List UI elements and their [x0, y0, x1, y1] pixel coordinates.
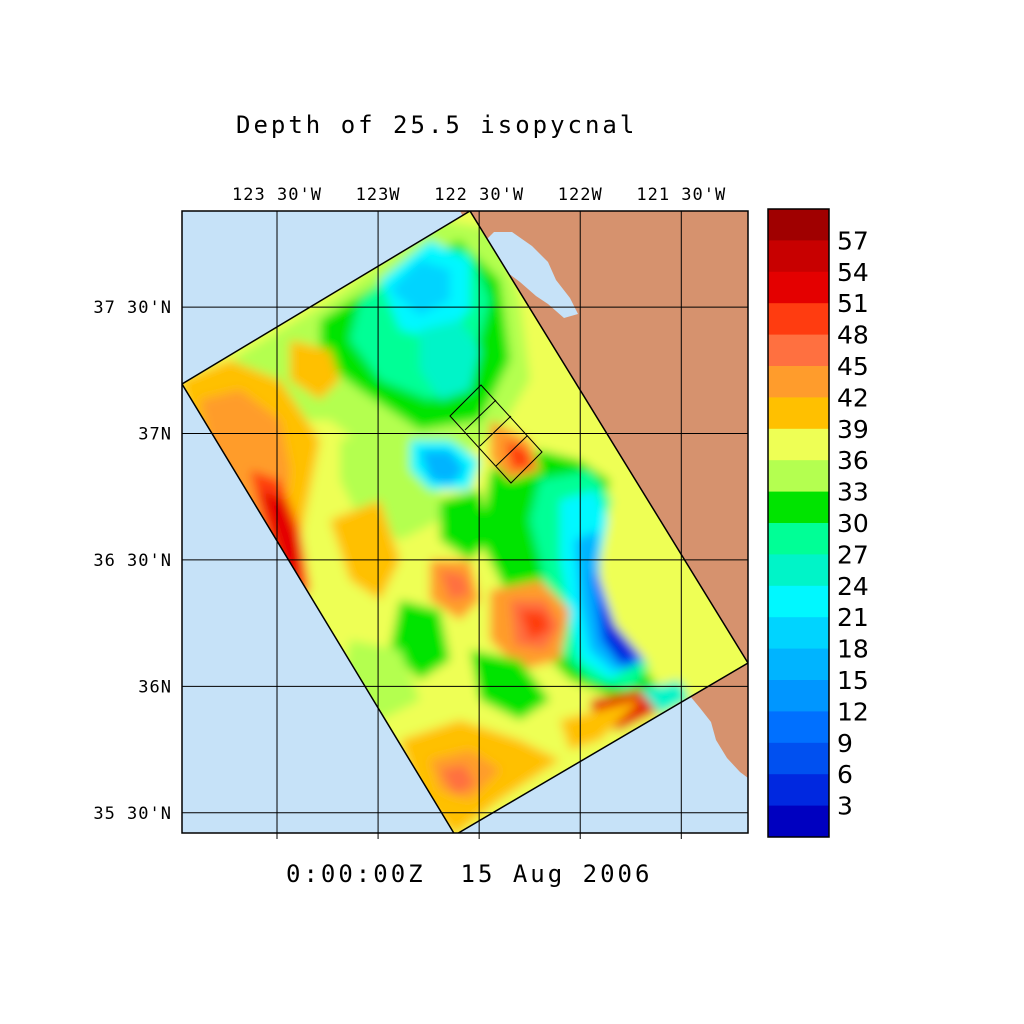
inner-domain-divider — [495, 435, 528, 467]
colorbar-label: 30 — [837, 509, 869, 538]
colorbar-swatch — [768, 554, 829, 587]
colorbar-swatch — [768, 271, 829, 304]
colorbar-label: 24 — [837, 572, 869, 601]
lat-tick-label: 37 30'N — [93, 298, 172, 318]
colorbar-label: 54 — [837, 258, 869, 287]
colorbar-label: 57 — [837, 226, 869, 255]
colorbar-label: 48 — [837, 321, 869, 350]
lat-tick-label: 35 30'N — [93, 804, 172, 824]
colorbar-swatch — [768, 366, 829, 398]
colorbar-swatch — [768, 774, 829, 807]
colorbar-swatch — [768, 680, 829, 712]
colorbar-label: 9 — [837, 729, 853, 758]
colorbar-swatch — [768, 742, 829, 775]
colorbar-label: 36 — [837, 446, 869, 475]
bay-water — [478, 232, 578, 318]
lon-tick-label: 122 30'W — [434, 185, 524, 205]
colorbar-label: 51 — [837, 289, 869, 318]
colorbar-swatch — [768, 523, 829, 555]
inner-domain-divider — [479, 415, 512, 447]
colorbar-swatch — [768, 209, 829, 241]
colorbar-border — [767, 208, 830, 838]
map-frame — [182, 211, 748, 833]
colorbar-label: 39 — [837, 415, 869, 444]
colorbar-swatch — [768, 397, 829, 430]
inner-domain-divider — [464, 399, 497, 431]
colorbar-label: 27 — [837, 540, 869, 569]
colorbar-swatch — [768, 585, 829, 618]
colorbar-swatch — [768, 491, 829, 524]
lon-tick-label: 122W — [558, 185, 603, 205]
colorbar-label: 18 — [837, 635, 869, 664]
inner-domain-outline — [449, 384, 543, 484]
colorbar-label: 3 — [837, 792, 853, 821]
colorbar-label: 21 — [837, 603, 869, 632]
lon-tick-label: 121 30'W — [636, 185, 726, 205]
colorbar-swatch — [768, 617, 829, 650]
time-stamp: 0:00:00Z 15 Aug 2006 — [286, 860, 652, 888]
lat-tick-label: 37N — [138, 425, 172, 445]
colorbar-swatch — [768, 428, 829, 461]
model-domain-outline — [182, 211, 748, 833]
colorbar-swatch — [768, 805, 829, 838]
colorbar-label: 15 — [837, 666, 869, 695]
colorbar-label: 42 — [837, 383, 869, 412]
lon-tick-label: 123W — [356, 185, 401, 205]
lat-tick-label: 36 30'N — [93, 551, 172, 571]
colorbar-label: 12 — [837, 697, 869, 726]
colorbar-label: 45 — [837, 352, 869, 381]
colorbar-swatch — [768, 711, 829, 744]
colorbar — [767, 208, 830, 838]
lat-tick-label: 36N — [138, 677, 172, 697]
graticule — [182, 211, 748, 833]
longitude-tick-labels: 123 30'W 123W 122 30'W 122W 121 30'W — [232, 185, 726, 205]
colorbar-swatch — [768, 303, 829, 336]
chart-title: Depth of 25.5 isopycnal — [236, 111, 637, 139]
latitude-tick-labels: 37 30'N 37N 36 30'N 36N 35 30'N — [93, 298, 172, 824]
map-border — [181, 210, 749, 834]
colorbar-swatch — [768, 648, 829, 681]
colorbar-swatch — [768, 240, 829, 273]
lon-tick-label: 123 30'W — [232, 185, 322, 205]
colorbar-label: 33 — [837, 478, 869, 507]
colorbar-swatch — [768, 334, 829, 367]
colorbar-swatch — [768, 460, 829, 493]
colorbar-label: 6 — [837, 760, 853, 789]
